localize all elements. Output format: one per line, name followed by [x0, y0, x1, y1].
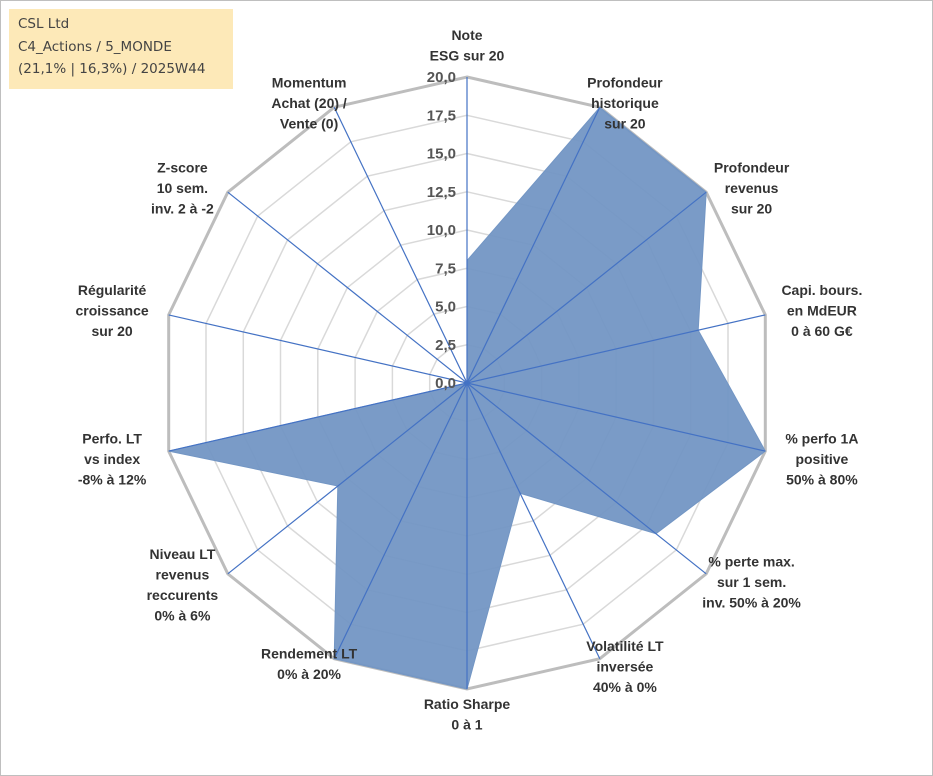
axis-label-6: Volatilité LT inversée 40% à 0% — [586, 638, 664, 695]
axis-label-line: % perfo 1A — [785, 431, 858, 447]
axis-label-line: Régularité — [78, 282, 147, 298]
axis-label-line: 0 à 60 G€ — [791, 323, 853, 339]
axis-label-3: Capi. bours. en MdEUR 0 à 60 G€ — [781, 282, 862, 339]
axis-label-13: Momentum Achat (20) / Vente (0) — [271, 75, 347, 132]
portfolio-name: C4_Actions / 5_MONDE — [18, 38, 172, 55]
axis-spoke — [333, 107, 468, 384]
axis-label-line: revenus — [725, 180, 779, 196]
axis-label-9: Niveau LT revenus reccurents 0% à 6% — [147, 546, 219, 624]
axis-label-line: sur 20 — [604, 116, 645, 132]
axis-label-2: Profondeur revenus sur 20 — [714, 159, 790, 216]
tick-label: 0,0 — [435, 375, 456, 392]
axis-spoke — [227, 191, 468, 384]
axis-spoke — [168, 314, 468, 384]
axis-label-line: inversée — [596, 659, 653, 675]
axis-label-line: 0% à 20% — [277, 666, 341, 682]
axis-label-line: Momentum — [272, 75, 347, 91]
axis-label-line: 0% à 6% — [154, 608, 211, 624]
axis-label-line: Z-score — [157, 159, 208, 175]
axis-label-line: 10 sem. — [157, 180, 208, 196]
axis-label-line: reccurents — [147, 587, 219, 603]
axis-label-line: 50% à 80% — [786, 472, 858, 488]
axis-spoke — [168, 382, 468, 452]
radar-axis-labels: Note ESG sur 20 Profondeur historique sur 20… — [76, 27, 863, 733]
tick-label: 20,0 — [427, 69, 456, 86]
performance-stats: (21,1% | 16,3%) / 2025W44 — [18, 61, 206, 77]
axis-label-line: 40% à 0% — [593, 679, 657, 695]
axis-label-8: Rendement LT 0% à 20% — [261, 645, 358, 682]
company-name: CSL Ltd — [18, 16, 70, 32]
axis-label-line: Niveau LT — [149, 546, 215, 562]
axis-label-line: Rendement LT — [261, 645, 358, 661]
axis-spoke — [466, 382, 766, 452]
axis-label-line: 0 à 1 — [451, 717, 482, 733]
axis-spoke — [466, 314, 766, 384]
axis-spoke — [466, 191, 707, 384]
axis-label-line: revenus — [156, 567, 210, 583]
axis-label-line: sur 20 — [731, 200, 772, 216]
axis-label-1: Profondeur historique sur 20 — [587, 75, 663, 132]
tick-label: 15,0 — [427, 146, 456, 163]
axis-label-line: Profondeur — [587, 75, 663, 91]
axis-label-line: historique — [591, 95, 659, 111]
axis-label-10: Perfo. LT vs index -8% à 12% — [78, 431, 147, 488]
axis-spoke — [466, 382, 707, 575]
axis-label-4: % perfo 1A positive 50% à 80% — [785, 431, 858, 488]
axis-spoke — [466, 107, 601, 384]
axis-label-line: inv. 50% à 20% — [702, 594, 801, 610]
axis-label-line: Ratio Sharpe — [424, 696, 511, 712]
axis-spoke — [466, 382, 601, 659]
axis-label-line: en MdEUR — [787, 303, 857, 319]
axis-label-line: Capi. bours. — [781, 282, 862, 298]
axis-label-line: positive — [795, 451, 848, 467]
axis-label-12: Z-score 10 sem. inv. 2 à -2 — [151, 159, 214, 216]
axis-label-line: sur 1 sem. — [717, 574, 786, 590]
axis-label-11: Régularité croissance sur 20 — [76, 282, 149, 339]
axis-label-line: Achat (20) / — [271, 95, 347, 111]
tick-label: 7,5 — [435, 260, 456, 277]
axis-label-line: ESG sur 20 — [430, 48, 505, 64]
axis-label-7: Ratio Sharpe 0 à 1 — [424, 696, 511, 733]
axis-label-line: Profondeur — [714, 159, 790, 175]
axis-label-line: vs index — [84, 451, 140, 467]
axis-label-line: inv. 2 à -2 — [151, 200, 214, 216]
axis-label-line: Volatilité LT — [586, 638, 664, 654]
axis-label-line: % perte max. — [708, 553, 794, 569]
axis-label-line: sur 20 — [91, 323, 132, 339]
axis-label-line: Perfo. LT — [82, 431, 142, 447]
axis-spoke — [227, 382, 468, 575]
tick-label: 12,5 — [427, 184, 456, 201]
axis-label-line: -8% à 12% — [78, 472, 147, 488]
radar-tick-labels: 0,0 2,5 5,0 7,5 10,0 12,5 15,0 17,5 20,0 — [427, 69, 456, 392]
info-box: CSL Ltd C4_Actions / 5_MONDE (21,1% | 16… — [9, 9, 233, 89]
axis-label-line: Vente (0) — [280, 116, 338, 132]
tick-label: 17,5 — [427, 107, 456, 124]
axis-label-line: croissance — [76, 303, 149, 319]
tick-label: 5,0 — [435, 299, 456, 316]
axis-label-5: % perte max. sur 1 sem. inv. 50% à 20% — [702, 553, 801, 610]
radar-series — [168, 77, 766, 690]
axis-label-0: Note ESG sur 20 — [430, 27, 505, 64]
tick-label: 2,5 — [435, 337, 456, 354]
axis-spoke — [333, 382, 468, 659]
axis-label-line: Note — [451, 27, 482, 43]
tick-label: 10,0 — [427, 222, 456, 239]
